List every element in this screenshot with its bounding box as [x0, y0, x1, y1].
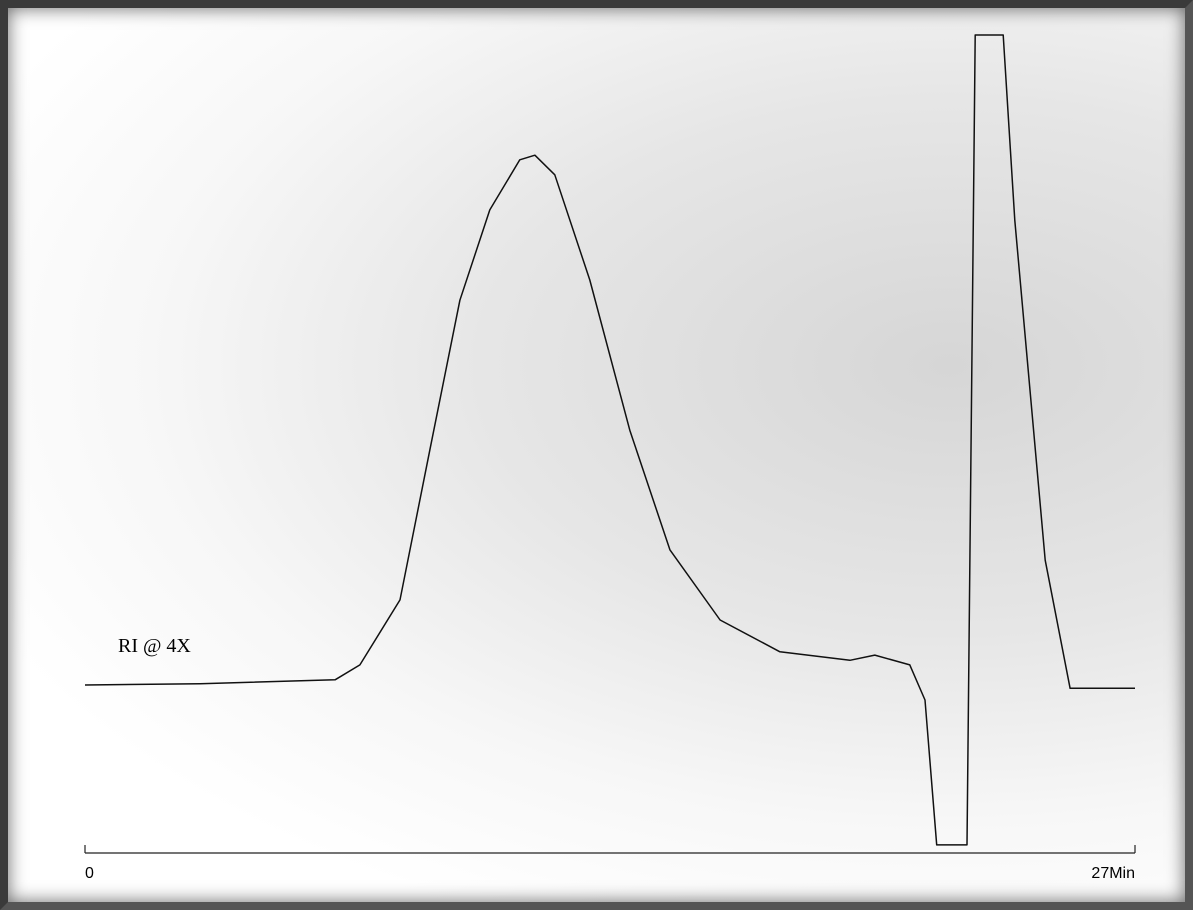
x-tick-label: 0 [85, 865, 94, 882]
x-tick-label: 27Min [1091, 865, 1135, 882]
annotation: RI @ 4X [118, 635, 191, 657]
signal-trace [84, 34, 1135, 846]
